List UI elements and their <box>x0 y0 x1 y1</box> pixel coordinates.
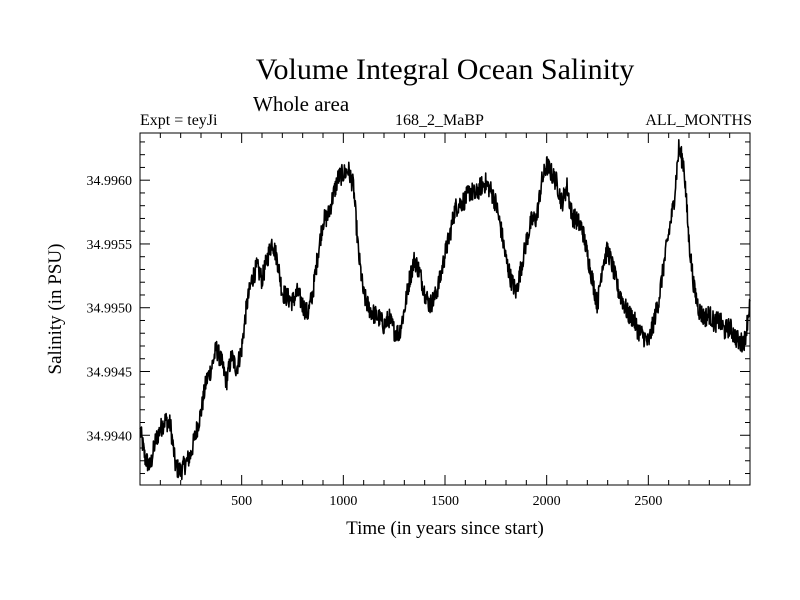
chart-title: Volume Integral Ocean Salinity <box>255 53 635 86</box>
x-tick-label: 2000 <box>533 494 561 509</box>
salinity-series-line <box>139 139 751 481</box>
y-tick-label: 34.9945 <box>87 365 133 380</box>
chart-subtitle: Whole area <box>253 92 350 116</box>
experiment-label: Expt = teyJi <box>140 112 218 129</box>
y-tick-label: 34.9950 <box>87 302 133 317</box>
x-axis-title: Time (in years since start) <box>346 518 544 539</box>
axis-tick-labels: 500 1000 1500 2000 2500 34.9940 34.9945 34.9950… <box>87 174 663 509</box>
y-axis-title: Salinity (in PSU) <box>45 244 66 375</box>
y-tick-label: 34.9940 <box>87 429 133 444</box>
y-tick-label: 34.9955 <box>87 238 133 253</box>
period-label: ALL_MONTHS <box>645 112 752 129</box>
run-label: 168_2_MaBP <box>395 112 484 129</box>
x-tick-label: 1500 <box>431 494 459 509</box>
x-tick-label: 1000 <box>329 494 357 509</box>
axis-ticks <box>140 133 750 485</box>
y-tick-label: 34.9960 <box>87 174 133 189</box>
x-tick-label: 2500 <box>634 494 662 509</box>
x-tick-label: 500 <box>231 494 252 509</box>
